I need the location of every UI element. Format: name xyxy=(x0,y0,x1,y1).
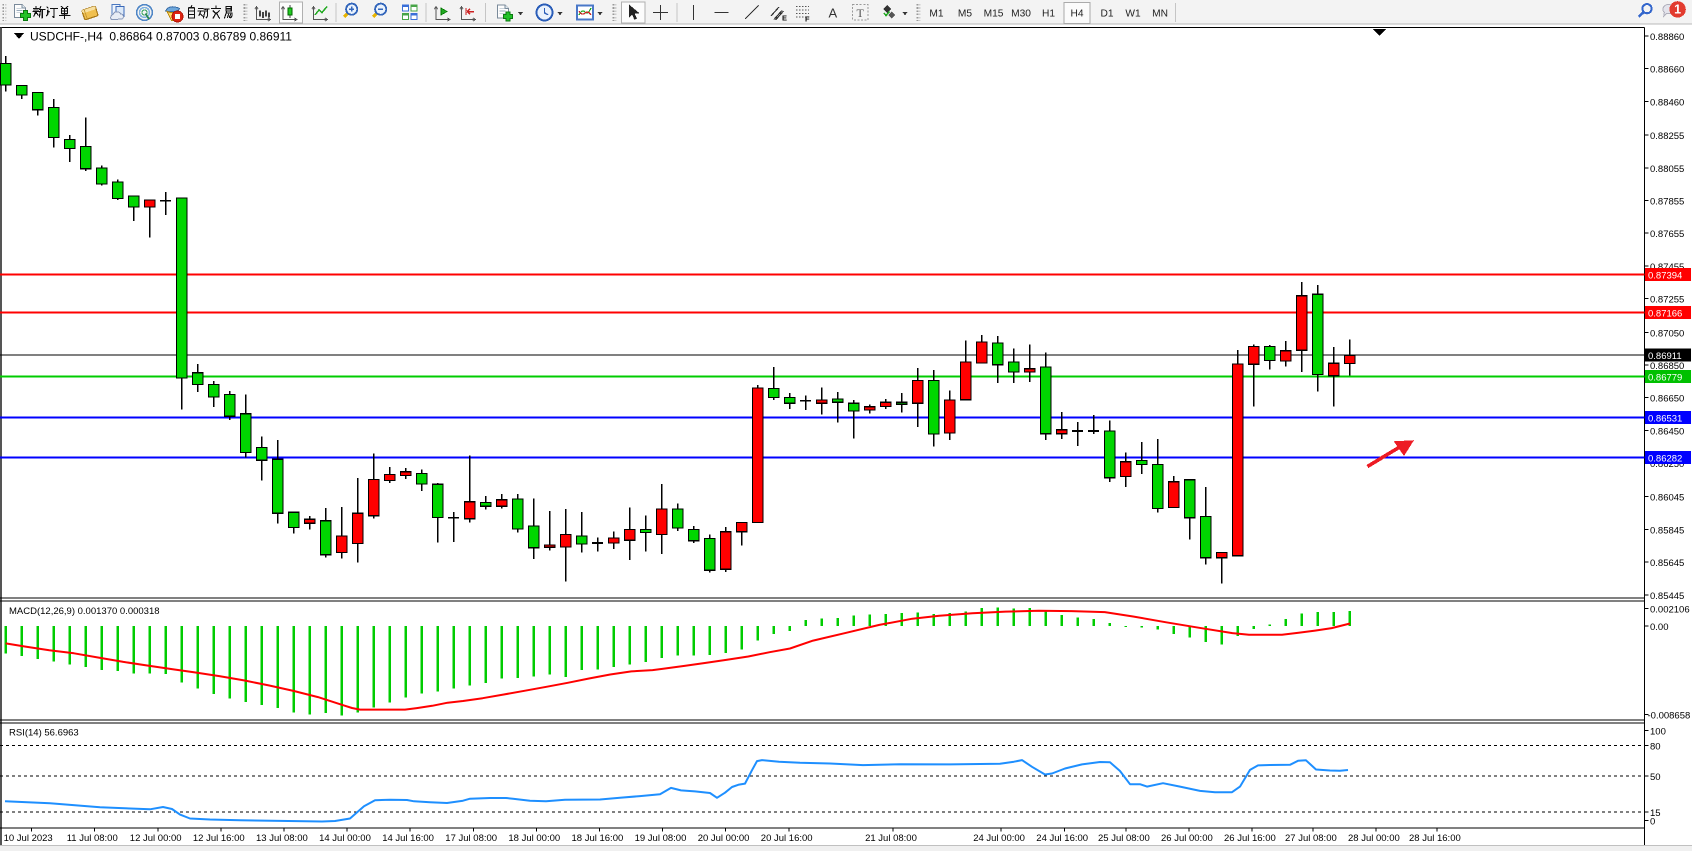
svg-text:-0.008658: -0.008658 xyxy=(1648,711,1691,722)
svg-text:0.88860: 0.88860 xyxy=(1650,32,1684,43)
svg-text:0.87855: 0.87855 xyxy=(1650,197,1684,208)
svg-text:0.86450: 0.86450 xyxy=(1650,427,1684,438)
svg-text:26 Jul 00:00: 26 Jul 00:00 xyxy=(1161,833,1213,844)
svg-text:M5: M5 xyxy=(958,9,972,20)
svg-text:0.86045: 0.86045 xyxy=(1650,493,1684,504)
svg-text:12 Jul 16:00: 12 Jul 16:00 xyxy=(193,833,245,844)
svg-text:25 Jul 08:00: 25 Jul 08:00 xyxy=(1098,833,1150,844)
svg-text:27 Jul 08:00: 27 Jul 08:00 xyxy=(1285,833,1337,844)
svg-text:18 Jul 00:00: 18 Jul 00:00 xyxy=(508,833,560,844)
svg-text:0.85845: 0.85845 xyxy=(1650,525,1684,536)
svg-text:0.002106: 0.002106 xyxy=(1650,605,1690,616)
svg-text:USDCHF-,H4 0.86864 0.87003 0.: USDCHF-,H4 0.86864 0.87003 0.86789 0.869… xyxy=(30,30,292,44)
svg-text:24 Jul 00:00: 24 Jul 00:00 xyxy=(973,833,1025,844)
svg-text:26 Jul 16:00: 26 Jul 16:00 xyxy=(1224,833,1276,844)
svg-text:21 Jul 08:00: 21 Jul 08:00 xyxy=(865,833,917,844)
svg-text:28 Jul 16:00: 28 Jul 16:00 xyxy=(1409,833,1461,844)
svg-text:0.85445: 0.85445 xyxy=(1650,591,1684,602)
svg-text:28 Jul 00:00: 28 Jul 00:00 xyxy=(1348,833,1400,844)
svg-text:0.87455: 0.87455 xyxy=(1650,262,1684,273)
svg-text:0.87394: 0.87394 xyxy=(1648,271,1682,282)
svg-text:24 Jul 16:00: 24 Jul 16:00 xyxy=(1036,833,1088,844)
svg-text:10 Jul 2023: 10 Jul 2023 xyxy=(4,833,53,844)
svg-text:0.86650: 0.86650 xyxy=(1650,394,1684,405)
svg-text:0.88255: 0.88255 xyxy=(1650,131,1684,142)
svg-text:14 Jul 16:00: 14 Jul 16:00 xyxy=(382,833,434,844)
svg-text:14 Jul 00:00: 14 Jul 00:00 xyxy=(319,833,371,844)
svg-text:M15: M15 xyxy=(984,9,1004,20)
svg-text:H1: H1 xyxy=(1042,9,1055,20)
svg-text:MACD(12,26,9) 0.001370 0.00031: MACD(12,26,9) 0.001370 0.000318 xyxy=(9,606,160,617)
svg-text:M1: M1 xyxy=(929,9,943,20)
svg-text:0.86282: 0.86282 xyxy=(1648,453,1682,464)
svg-text:E: E xyxy=(782,14,787,23)
svg-text:0.87166: 0.87166 xyxy=(1648,308,1682,319)
svg-text:0.87655: 0.87655 xyxy=(1650,229,1684,240)
svg-text:0: 0 xyxy=(1650,817,1655,828)
svg-text:M30: M30 xyxy=(1011,9,1031,20)
svg-text:H4: H4 xyxy=(1070,9,1083,20)
svg-text:20 Jul 00:00: 20 Jul 00:00 xyxy=(698,833,750,844)
svg-text:MN: MN xyxy=(1152,9,1168,20)
svg-text:A: A xyxy=(829,6,838,21)
svg-text:0.85645: 0.85645 xyxy=(1650,558,1684,569)
svg-text:0.86531: 0.86531 xyxy=(1648,414,1682,425)
svg-text:20 Jul 16:00: 20 Jul 16:00 xyxy=(761,833,813,844)
svg-text:15: 15 xyxy=(1650,808,1661,819)
svg-text:0.88055: 0.88055 xyxy=(1650,164,1684,175)
svg-text:50: 50 xyxy=(1650,772,1661,783)
svg-text:0.87050: 0.87050 xyxy=(1650,328,1684,339)
svg-text:0.86250: 0.86250 xyxy=(1650,459,1684,470)
svg-text:0.86911: 0.86911 xyxy=(1648,351,1682,362)
svg-text:80: 80 xyxy=(1650,741,1661,752)
svg-text:0.87255: 0.87255 xyxy=(1650,295,1684,306)
svg-text:0.88460: 0.88460 xyxy=(1650,98,1684,109)
svg-text:F: F xyxy=(805,15,810,24)
svg-text:1: 1 xyxy=(1674,3,1681,17)
svg-text:17 Jul 08:00: 17 Jul 08:00 xyxy=(445,833,497,844)
svg-text:T: T xyxy=(857,6,865,20)
svg-text:RSI(14) 56.6963: RSI(14) 56.6963 xyxy=(9,728,79,739)
svg-text:13 Jul 08:00: 13 Jul 08:00 xyxy=(256,833,308,844)
svg-text:12 Jul 00:00: 12 Jul 00:00 xyxy=(130,833,182,844)
svg-text:D1: D1 xyxy=(1100,9,1113,20)
svg-text:19 Jul 08:00: 19 Jul 08:00 xyxy=(635,833,687,844)
svg-text:0.86779: 0.86779 xyxy=(1648,372,1682,383)
svg-text:100: 100 xyxy=(1650,727,1666,738)
svg-text:0.86850: 0.86850 xyxy=(1650,361,1684,372)
svg-text:11 Jul 08:00: 11 Jul 08:00 xyxy=(67,833,118,844)
svg-text:18 Jul 16:00: 18 Jul 16:00 xyxy=(572,833,624,844)
svg-text:0.88660: 0.88660 xyxy=(1650,65,1684,76)
svg-text:0.00: 0.00 xyxy=(1650,622,1669,633)
svg-text:W1: W1 xyxy=(1125,9,1141,20)
